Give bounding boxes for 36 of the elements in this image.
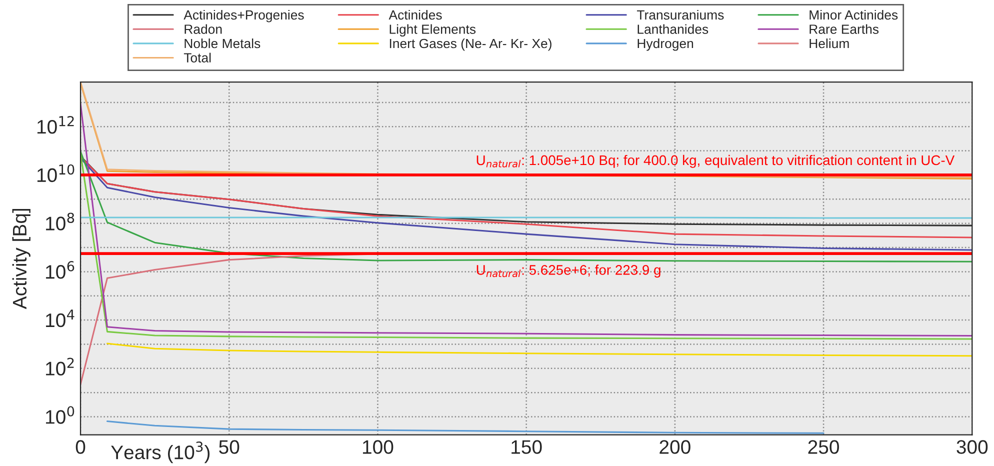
- x-tick-label: 50: [219, 440, 240, 454]
- y-tick-label: 10$^{6}$: [46, 261, 74, 279]
- y-tick-label: 10$^{10}$: [37, 164, 74, 182]
- y-axis-title: Activity [Bq]: [12, 208, 30, 310]
- line-series: [80, 150, 972, 262]
- annotation: U$_{natural}$: 1.005e+10 Bq; for 400.0 kg, equivalent to vitrification content in UC-V: [476, 154, 955, 168]
- x-axis-title: Years (10$^{3}$): [111, 442, 210, 464]
- legend-label: Transuraniums: [636, 10, 724, 20]
- legend-label: Lanthanides: [638, 24, 708, 34]
- y-tick-label: 10$^{0}$: [46, 406, 74, 424]
- x-tick-label: 300: [956, 440, 988, 454]
- y-tick-label: 10$^{8}$: [46, 212, 74, 230]
- y-tick-label: 10$^{12}$: [37, 116, 74, 134]
- line-series: [106, 420, 824, 434]
- legend-label: Helium: [810, 38, 849, 48]
- x-tick-label: 100: [362, 440, 394, 454]
- legend-label: Minor Actinides: [810, 10, 898, 20]
- annotation: U$_{natural}$: 5.625e+6; for 223.9 g: [476, 264, 660, 278]
- y-tick-label: 10$^{4}$: [46, 310, 74, 328]
- legend-label: Radon: [184, 24, 222, 34]
- legend-label: Actinides+Progenies: [184, 10, 304, 22]
- legend-label: Total: [184, 52, 211, 62]
- x-tick-label: 250: [808, 440, 839, 454]
- x-tick-label: 200: [660, 440, 690, 454]
- legend-label: Noble Metals: [184, 38, 260, 48]
- legend-label: Inert Gases (Ne- Ar- Kr- Xe): [390, 38, 552, 51]
- line-series: [80, 152, 972, 340]
- legend-label: Light Elements: [390, 24, 476, 37]
- legend-label: Rare Earths: [810, 24, 879, 34]
- legend-label: Actinides: [388, 10, 442, 20]
- line-series: [80, 102, 972, 336]
- legend-label: Hydrogen: [638, 38, 694, 51]
- line-series: [106, 342, 972, 357]
- x-tick-label: 150: [512, 440, 542, 454]
- y-tick-label: 10$^{2}$: [46, 358, 74, 376]
- x-tick-label: 0: [76, 440, 86, 454]
